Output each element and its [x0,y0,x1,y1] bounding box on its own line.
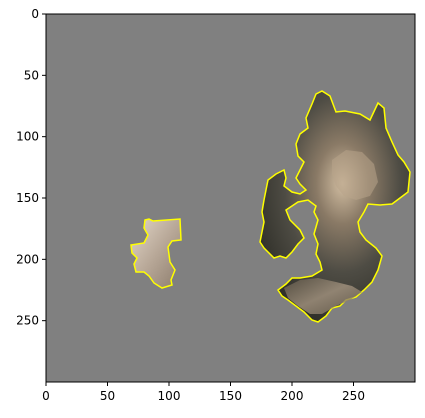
segment-left-small [130,218,182,289]
x-tick-label: 200 [281,389,304,403]
y-axis: 0 50 100 150 200 250 [16,7,46,328]
y-tick-label: 0 [31,7,39,21]
y-tick-label: 200 [16,252,39,266]
segment-right-highlight [332,150,378,200]
y-tick-label: 50 [24,68,39,82]
y-tick-label: 250 [16,314,39,328]
y-tick-label: 100 [16,130,39,144]
x-tick-label: 100 [158,389,181,403]
x-tick-label: 50 [100,389,115,403]
x-tick-label: 250 [342,389,365,403]
y-tick-label: 150 [16,191,39,205]
segment-right-lower [284,278,362,314]
x-tick-label: 150 [219,389,242,403]
x-tick-label: 0 [42,389,50,403]
segment-right-large [259,90,411,323]
x-axis: 0 50 100 150 200 250 [42,382,365,403]
